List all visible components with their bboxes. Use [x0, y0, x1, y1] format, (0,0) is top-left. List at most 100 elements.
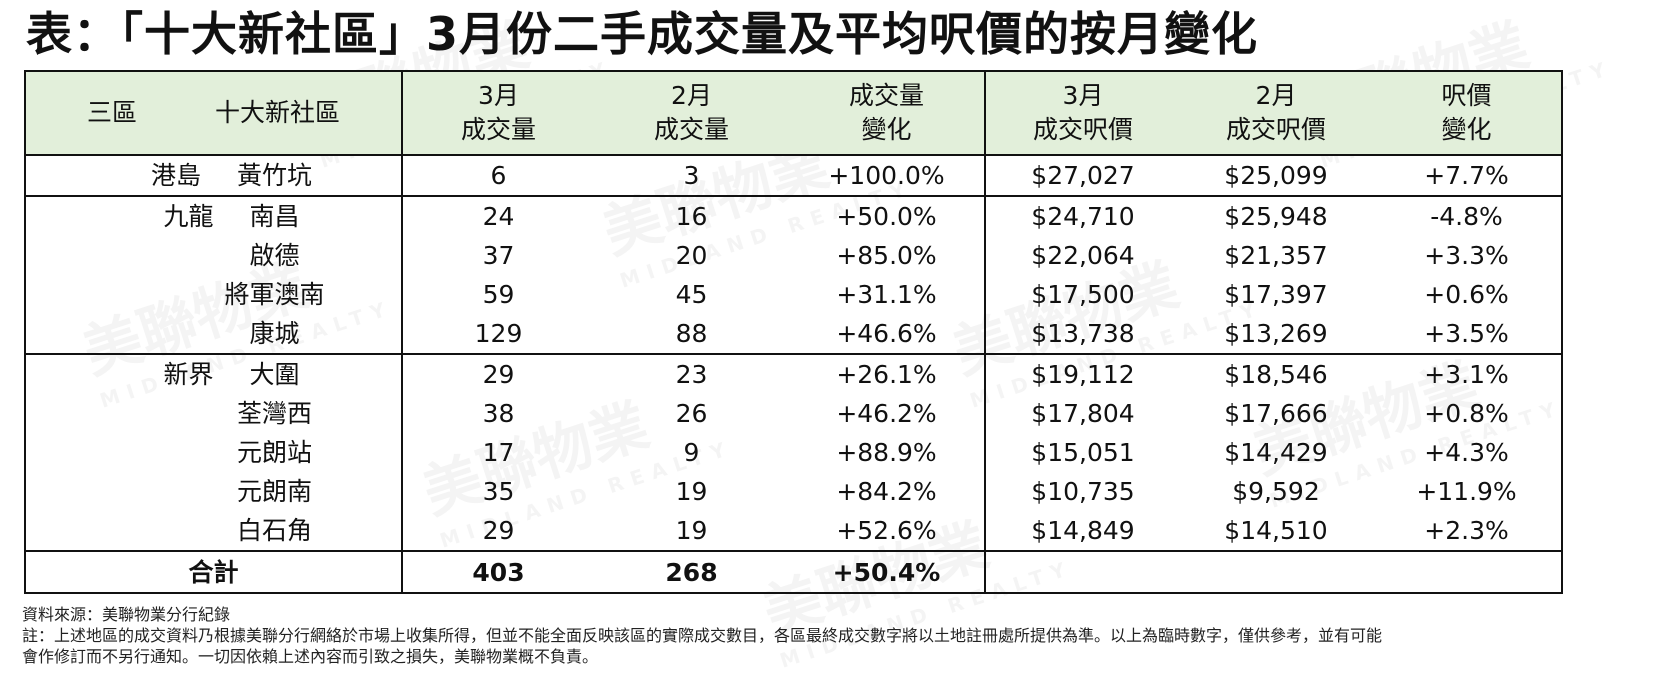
header-mar-volume: 3月 成交量: [401, 71, 594, 155]
table-header-row: 三區 十大新社區 3月 成交量 2月 成交量 成交量 變化 3月 成交呎價 2月 成交呎價 …: [25, 71, 1562, 155]
district-label: 啟德: [249, 241, 300, 270]
mar-price-cell: $10,735: [984, 472, 1180, 511]
region-cell: 荃灣西: [25, 394, 402, 433]
total-feb-volume: 268: [594, 550, 789, 593]
table-row: 新界 大圍 29 23 +26.1% $19,112 $18,546 +3.1%: [25, 353, 1562, 394]
volume-change-cell: +100.0%: [789, 154, 985, 196]
header-feb-price: 2月 成交呎價: [1180, 71, 1372, 155]
header-district: 十大新社區: [215, 98, 341, 127]
volume-change-cell: +46.6%: [836, 319, 937, 348]
feb-volume-cell: 23: [594, 353, 789, 394]
mar-price-cell: $14,849: [984, 511, 1180, 551]
mar-price-cell: $17,500: [984, 275, 1180, 314]
mar-volume-cell: 29: [401, 353, 594, 394]
district-label: 白石角: [236, 516, 312, 545]
disclaimer-line-1: 註：上述地區的成交資料乃根據美聯分行網絡於市場上收集所得，但並不能全面反映該區的…: [22, 626, 1383, 645]
feb-price-cell: $13,269: [1224, 319, 1328, 348]
table-row: 元朗南 35 19 +84.2% $10,735 $9,592 +11.9%: [25, 472, 1562, 511]
volume-change-cell: +85.0%: [836, 241, 937, 270]
mar-volume-cell: 29: [401, 511, 594, 551]
mar-price-cell: $17,804: [984, 394, 1180, 433]
header-mar-price: 3月 成交呎價: [984, 71, 1180, 155]
total-empty-cell: [1180, 550, 1372, 593]
price-change-cell: +0.6%: [1424, 280, 1509, 309]
header-feb-volume: 2月 成交量: [594, 71, 789, 155]
mar-volume-cell: 129: [401, 314, 594, 354]
region-cell: 九龍 南昌: [25, 195, 402, 236]
region-label: 新界: [163, 360, 214, 389]
mar-volume-cell: 24: [401, 195, 594, 236]
district-label: 大圍: [249, 360, 300, 389]
feb-volume-cell: 45: [675, 280, 708, 309]
district-label: 南昌: [249, 202, 300, 231]
feb-volume-cell: 20: [675, 241, 708, 270]
source-note: 資料來源：美聯物業分行紀錄: [22, 605, 231, 624]
feb-price-cell: $18,546: [1180, 353, 1372, 394]
total-empty-cell: [1372, 550, 1562, 593]
total-mar-volume: 403: [401, 550, 594, 593]
feb-volume-cell: 3: [594, 154, 789, 196]
header-region-district: 三區 十大新社區: [25, 71, 402, 155]
price-change-cell: +3.3%: [1424, 241, 1509, 270]
table-row: 啟德 37 20 +85.0% $22,064 $21,357 +3.3%: [25, 236, 1562, 275]
mar-price-cell: $24,710: [984, 195, 1180, 236]
price-change-cell: +11.9%: [1416, 477, 1517, 506]
price-change-cell: +0.8%: [1424, 399, 1509, 428]
region-cell: 新界 大圍: [25, 353, 402, 394]
header-volume-change: 成交量 變化: [789, 71, 985, 155]
mar-price-cell: $27,027: [984, 154, 1180, 196]
price-change-cell: +7.7%: [1372, 154, 1562, 196]
feb-price-cell: $14,429: [1224, 438, 1328, 467]
region-label: 九龍: [163, 202, 214, 231]
table-row: 九龍 南昌 24 16 +50.0% $24,710 $25,948 -4.8%: [25, 195, 1562, 236]
region-cell: 啟德: [25, 236, 402, 275]
table-row: 港島 黃竹坑 6 3 +100.0% $27,027 $25,099 +7.7%: [25, 154, 1562, 196]
feb-price-cell: $25,948: [1180, 195, 1372, 236]
disclaimer-line-2: 會作修訂而不另行通知。一切因依賴上述內容而引致之損失，美聯物業概不負責。: [22, 647, 599, 666]
feb-volume-cell: 16: [594, 195, 789, 236]
volume-change-cell: +84.2%: [836, 477, 937, 506]
header-price-change: 呎價 變化: [1372, 71, 1562, 155]
feb-price-cell: $9,592: [1232, 477, 1320, 506]
mar-volume-cell: 35: [401, 472, 594, 511]
mar-volume-cell: 38: [401, 394, 594, 433]
feb-price-cell: $17,666: [1224, 399, 1328, 428]
price-change-cell: +2.3%: [1424, 516, 1509, 545]
price-change-cell: +3.1%: [1372, 353, 1562, 394]
mar-price-cell: $22,064: [984, 236, 1180, 275]
feb-volume-cell: 19: [675, 477, 708, 506]
region-cell: 康城: [25, 314, 402, 354]
mar-volume-cell: 17: [401, 433, 594, 472]
district-label: 將軍澳南: [224, 280, 325, 309]
header-region: 三區: [86, 98, 137, 127]
total-empty-cell: [984, 550, 1180, 593]
feb-price-cell: $14,510: [1224, 516, 1328, 545]
volume-change-cell: +50.0%: [789, 195, 985, 236]
feb-volume-cell: 88: [675, 319, 708, 348]
footnotes: 資料來源：美聯物業分行紀錄 註：上述地區的成交資料乃根據美聯分行網絡於市場上收集…: [22, 604, 1382, 667]
volume-change-cell: +52.6%: [836, 516, 937, 545]
feb-volume-cell: 19: [675, 516, 708, 545]
table-row: 元朗站 17 9 +88.9% $15,051 $14,429 +4.3%: [25, 433, 1562, 472]
district-label: 元朗站: [236, 438, 312, 467]
district-label: 元朗南: [236, 477, 312, 506]
mar-volume-cell: 59: [401, 275, 594, 314]
table-row: 荃灣西 38 26 +46.2% $17,804 $17,666 +0.8%: [25, 394, 1562, 433]
volume-change-cell: +88.9%: [836, 438, 937, 467]
region-cell: 白石角: [25, 511, 402, 551]
feb-price-cell: $17,397: [1224, 280, 1328, 309]
table-row: 將軍澳南 59 45 +31.1% $17,500 $17,397 +0.6%: [25, 275, 1562, 314]
region-label: 港島: [150, 161, 201, 190]
region-cell: 港島 黃竹坑: [25, 154, 402, 196]
region-cell: 將軍澳南: [25, 275, 402, 314]
price-change-cell: -4.8%: [1372, 195, 1562, 236]
feb-price-cell: $21,357: [1224, 241, 1328, 270]
region-cell: 元朗南: [25, 472, 402, 511]
total-row: 合計 403 268 +50.4%: [25, 550, 1562, 593]
table-row: 白石角 29 19 +52.6% $14,849 $14,510 +2.3%: [25, 511, 1562, 551]
total-label: 合計: [25, 550, 402, 593]
feb-volume-cell: 26: [675, 399, 708, 428]
price-change-cell: +4.3%: [1424, 438, 1509, 467]
volume-change-cell: +26.1%: [789, 353, 985, 394]
table-row: 康城 129 88 +46.6% $13,738 $13,269 +3.5%: [25, 314, 1562, 354]
